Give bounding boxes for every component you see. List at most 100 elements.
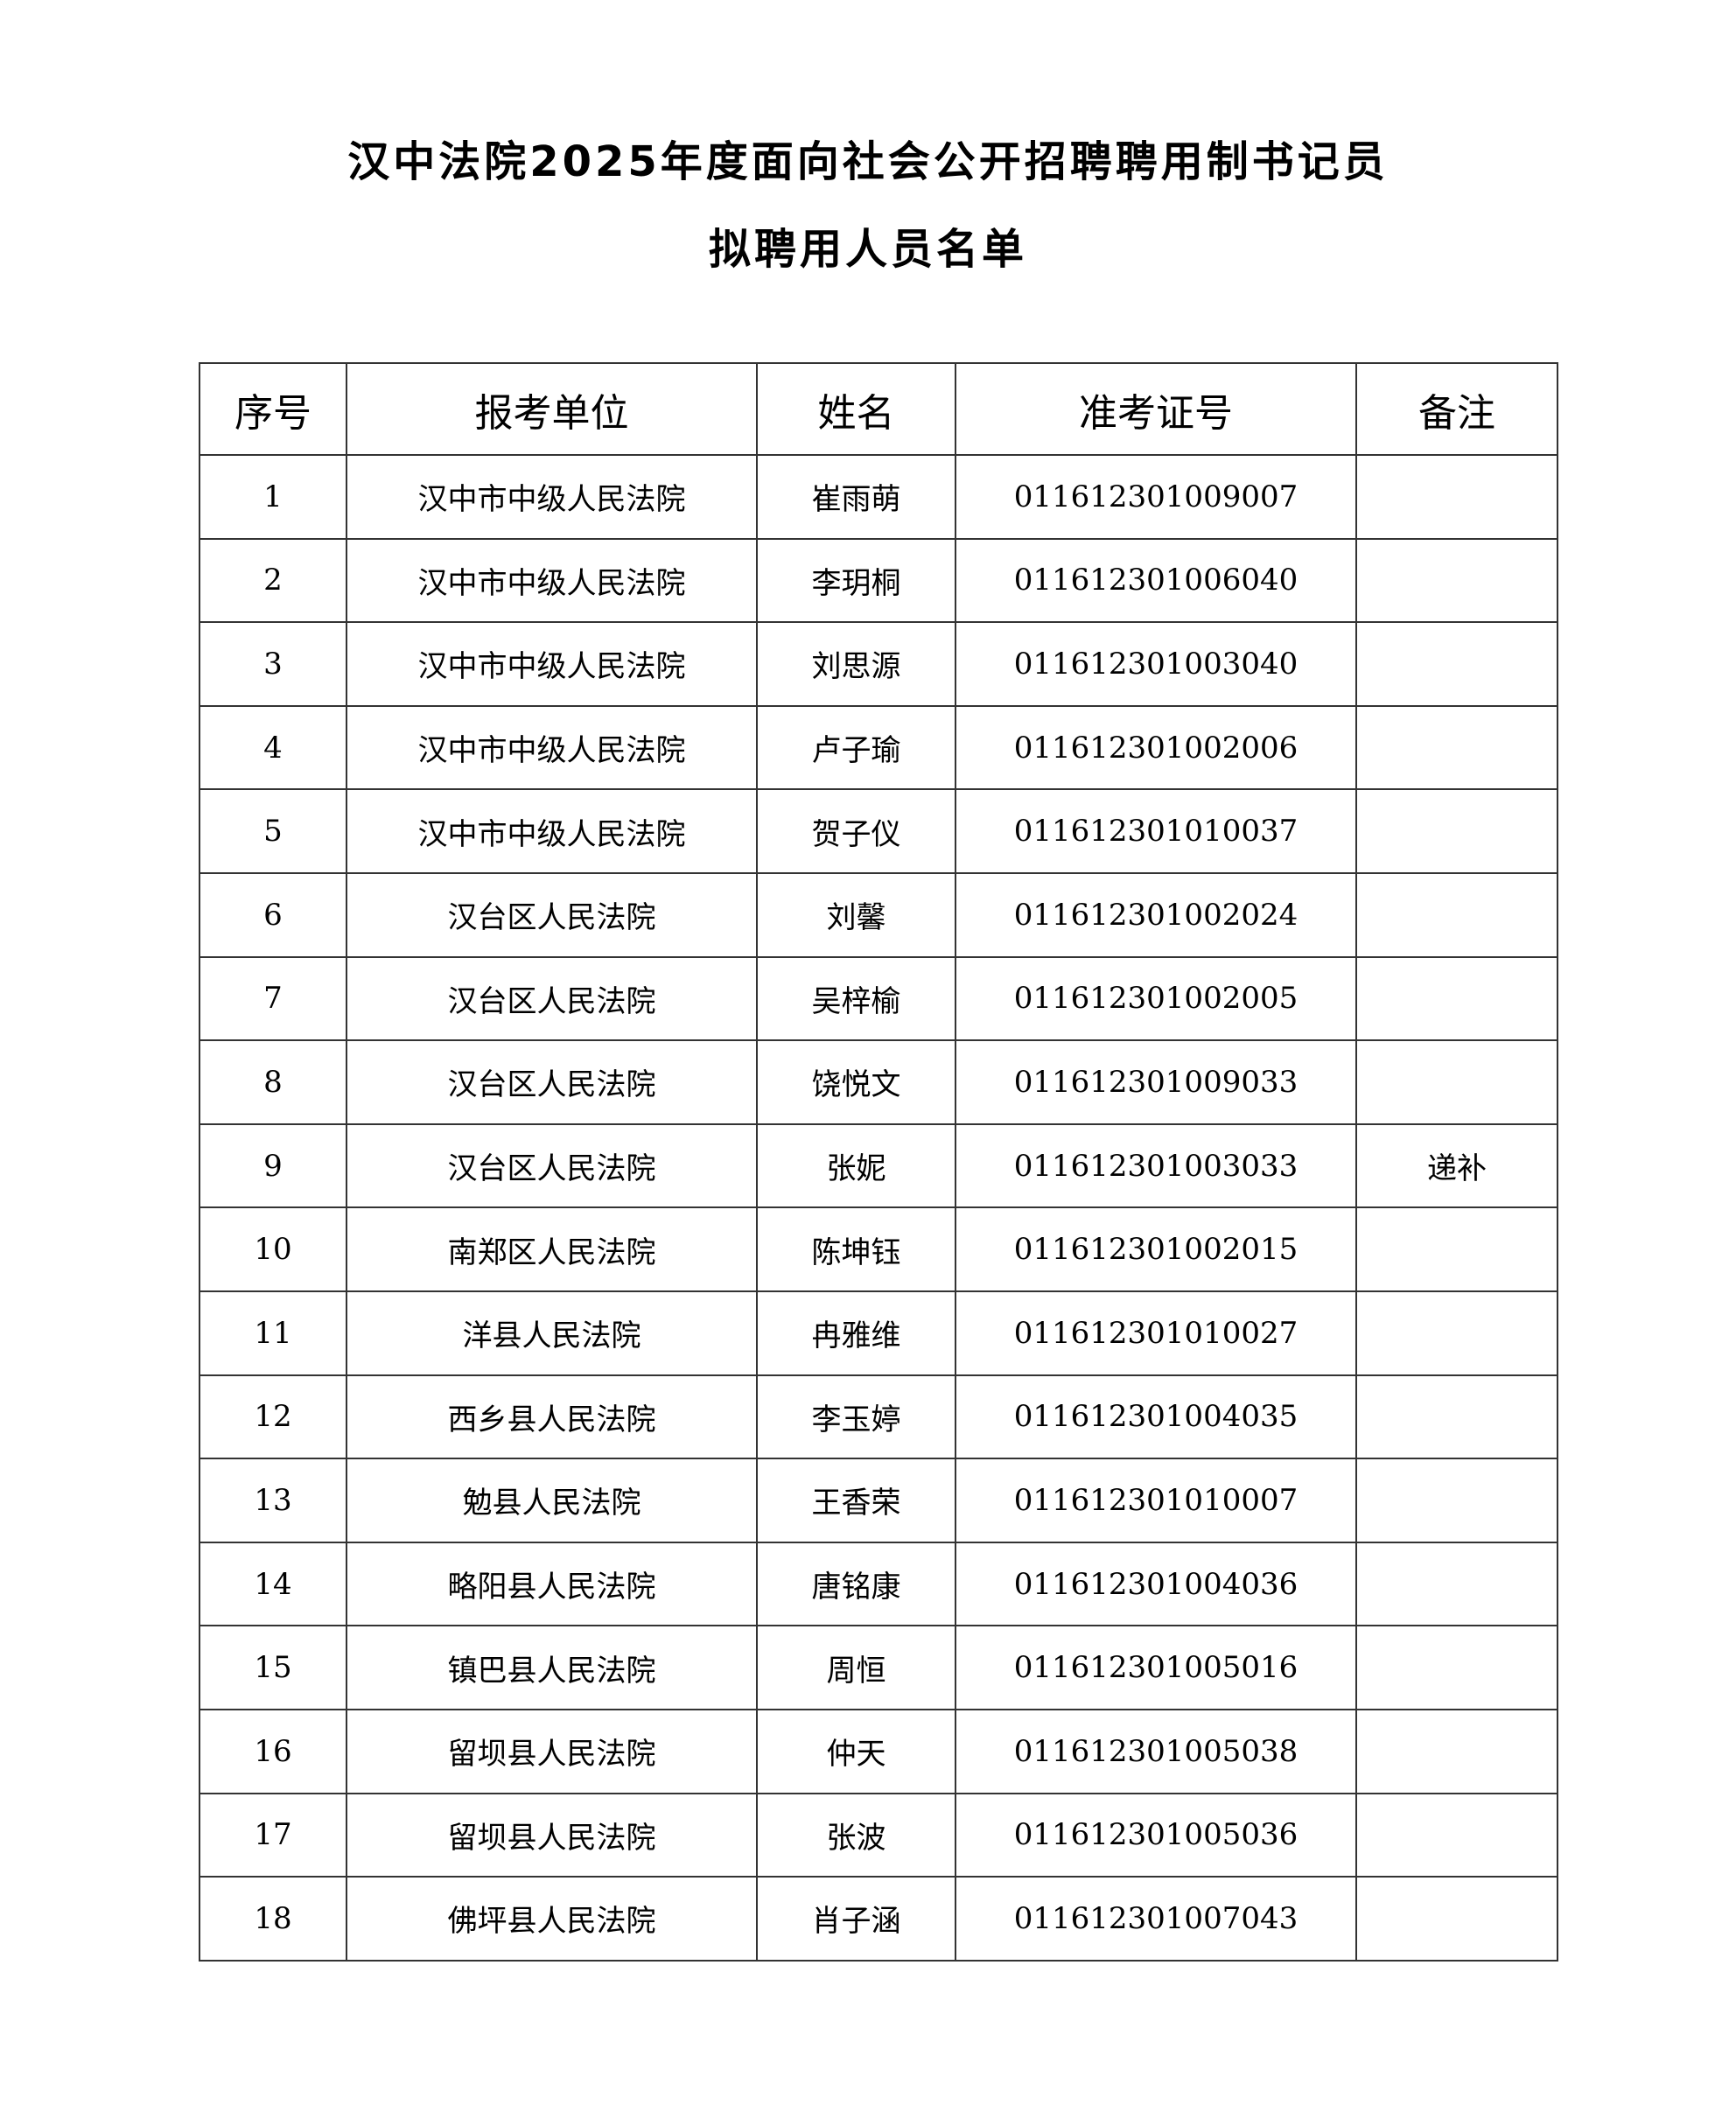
header-unit: 报考单位 [346,362,758,456]
cell-remark [1355,621,1558,707]
cell-unit: 略阳县人民法院 [346,1541,758,1627]
cell-name: 仲天 [756,1708,956,1794]
cell-unit: 南郑区人民法院 [346,1206,758,1292]
document-title: 汉中法院2025年度面向社会公开招聘聘用制书记员 [347,137,1389,186]
cell-exam-id: 011612301007043 [955,1876,1357,1962]
cell-unit: 汉台区人民法院 [346,871,758,958]
cell-index: 7 [199,955,347,1042]
cell-unit: 汉台区人民法院 [346,955,758,1042]
cell-remark [1355,1625,1558,1710]
cell-name: 张波 [756,1792,956,1878]
cell-name: 陈坤钰 [756,1206,956,1292]
cell-name: 卢子瑜 [756,704,956,791]
cell-remark [1355,1458,1558,1543]
cell-remark [1355,537,1558,624]
cell-index: 3 [199,621,347,707]
cell-remark [1355,1374,1558,1460]
cell-name: 崔雨萌 [756,454,956,540]
cell-exam-id: 011612301004035 [955,1374,1357,1460]
cell-name: 贺子仪 [756,788,956,874]
table-row: 11 洋县人民法院 冉雅维 011612301010027 [199,1290,1558,1376]
header-index: 序号 [199,362,347,456]
cell-exam-id: 011612301009033 [955,1039,1357,1125]
table-row: 3 汉中市中级人民法院 刘思源 011612301003040 [199,621,1558,707]
cell-remark [1355,1206,1558,1292]
cell-index: 2 [199,537,347,624]
cell-name: 王香荣 [756,1458,956,1543]
cell-unit: 汉中市中级人民法院 [346,621,758,707]
table-row: 8 汉台区人民法院 饶悦文 011612301009033 [199,1039,1558,1125]
table-row: 13 勉县人民法院 王香荣 011612301010007 [199,1458,1558,1543]
cell-index: 16 [199,1708,347,1794]
cell-exam-id: 011612301006040 [955,537,1357,624]
cell-index: 18 [199,1876,347,1962]
cell-index: 11 [199,1290,347,1376]
cell-remark [1355,1541,1558,1627]
header-name: 姓名 [756,362,956,456]
cell-exam-id: 011612301004036 [955,1541,1357,1627]
cell-name: 刘馨 [756,871,956,958]
cell-index: 6 [199,871,347,958]
cell-unit: 西乡县人民法院 [346,1374,758,1460]
cell-exam-id: 011612301003033 [955,1122,1357,1209]
candidate-table: 序号 报考单位 姓名 准考证号 备注 1 汉中市中级人民法院 崔雨萌 011612301009… [199,362,1558,1962]
cell-unit: 留坝县人民法院 [346,1792,758,1878]
cell-index: 8 [199,1039,347,1125]
cell-exam-id: 011612301005016 [955,1625,1357,1710]
cell-unit: 镇巴县人民法院 [346,1625,758,1710]
cell-name: 刘思源 [756,621,956,707]
cell-exam-id: 011612301002024 [955,871,1357,958]
table-row: 5 汉中市中级人民法院 贺子仪 011612301010037 [199,788,1558,874]
header-remark: 备注 [1355,362,1558,456]
table-row: 12 西乡县人民法院 李玉婷 011612301004035 [199,1374,1558,1460]
cell-name: 饶悦文 [756,1039,956,1125]
cell-exam-id: 011612301010007 [955,1458,1357,1543]
cell-exam-id: 011612301002005 [955,955,1357,1042]
cell-index: 5 [199,788,347,874]
header-exam-id: 准考证号 [955,362,1357,456]
cell-unit: 汉中市中级人民法院 [346,537,758,624]
cell-name: 肖子涵 [756,1876,956,1962]
cell-remark [1355,1290,1558,1376]
cell-exam-id: 011612301005038 [955,1708,1357,1794]
cell-index: 4 [199,704,347,791]
cell-name: 周恒 [756,1625,956,1710]
cell-index: 1 [199,454,347,540]
cell-unit: 佛坪县人民法院 [346,1876,758,1962]
cell-remark [1355,788,1558,874]
cell-exam-id: 011612301010027 [955,1290,1357,1376]
table-row: 1 汉中市中级人民法院 崔雨萌 011612301009007 [199,454,1558,540]
cell-name: 冉雅维 [756,1290,956,1376]
cell-unit: 汉中市中级人民法院 [346,704,758,791]
cell-index: 13 [199,1458,347,1543]
cell-remark [1355,704,1558,791]
document-subtitle: 拟聘用人员名单 [708,225,1027,274]
cell-exam-id: 011612301010037 [955,788,1357,874]
table-row: 9 汉台区人民法院 张妮 011612301003033 递补 [199,1122,1558,1209]
cell-remark [1355,1708,1558,1794]
cell-index: 14 [199,1541,347,1627]
cell-name: 张妮 [756,1122,956,1209]
cell-exam-id: 011612301005036 [955,1792,1357,1878]
cell-unit: 勉县人民法院 [346,1458,758,1543]
table-row: 14 略阳县人民法院 唐铭康 011612301004036 [199,1541,1558,1627]
cell-unit: 汉中市中级人民法院 [346,454,758,540]
table-row: 17 留坝县人民法院 张波 011612301005036 [199,1792,1558,1878]
cell-index: 10 [199,1206,347,1292]
table-row: 4 汉中市中级人民法院 卢子瑜 011612301002006 [199,704,1558,791]
cell-unit: 洋县人民法院 [346,1290,758,1376]
cell-remark [1355,955,1558,1042]
cell-remark [1355,1792,1558,1878]
table-header-row: 序号 报考单位 姓名 准考证号 备注 [199,362,1558,456]
cell-index: 12 [199,1374,347,1460]
cell-remark [1355,871,1558,958]
cell-unit: 汉台区人民法院 [346,1039,758,1125]
cell-exam-id: 011612301002015 [955,1206,1357,1292]
table-row: 18 佛坪县人民法院 肖子涵 011612301007043 [199,1876,1558,1962]
table-row: 16 留坝县人民法院 仲天 011612301005038 [199,1708,1558,1794]
cell-name: 吴梓榆 [756,955,956,1042]
cell-exam-id: 011612301003040 [955,621,1357,707]
cell-remark [1355,454,1558,540]
cell-exam-id: 011612301009007 [955,454,1357,540]
cell-unit: 汉中市中级人民法院 [346,788,758,874]
